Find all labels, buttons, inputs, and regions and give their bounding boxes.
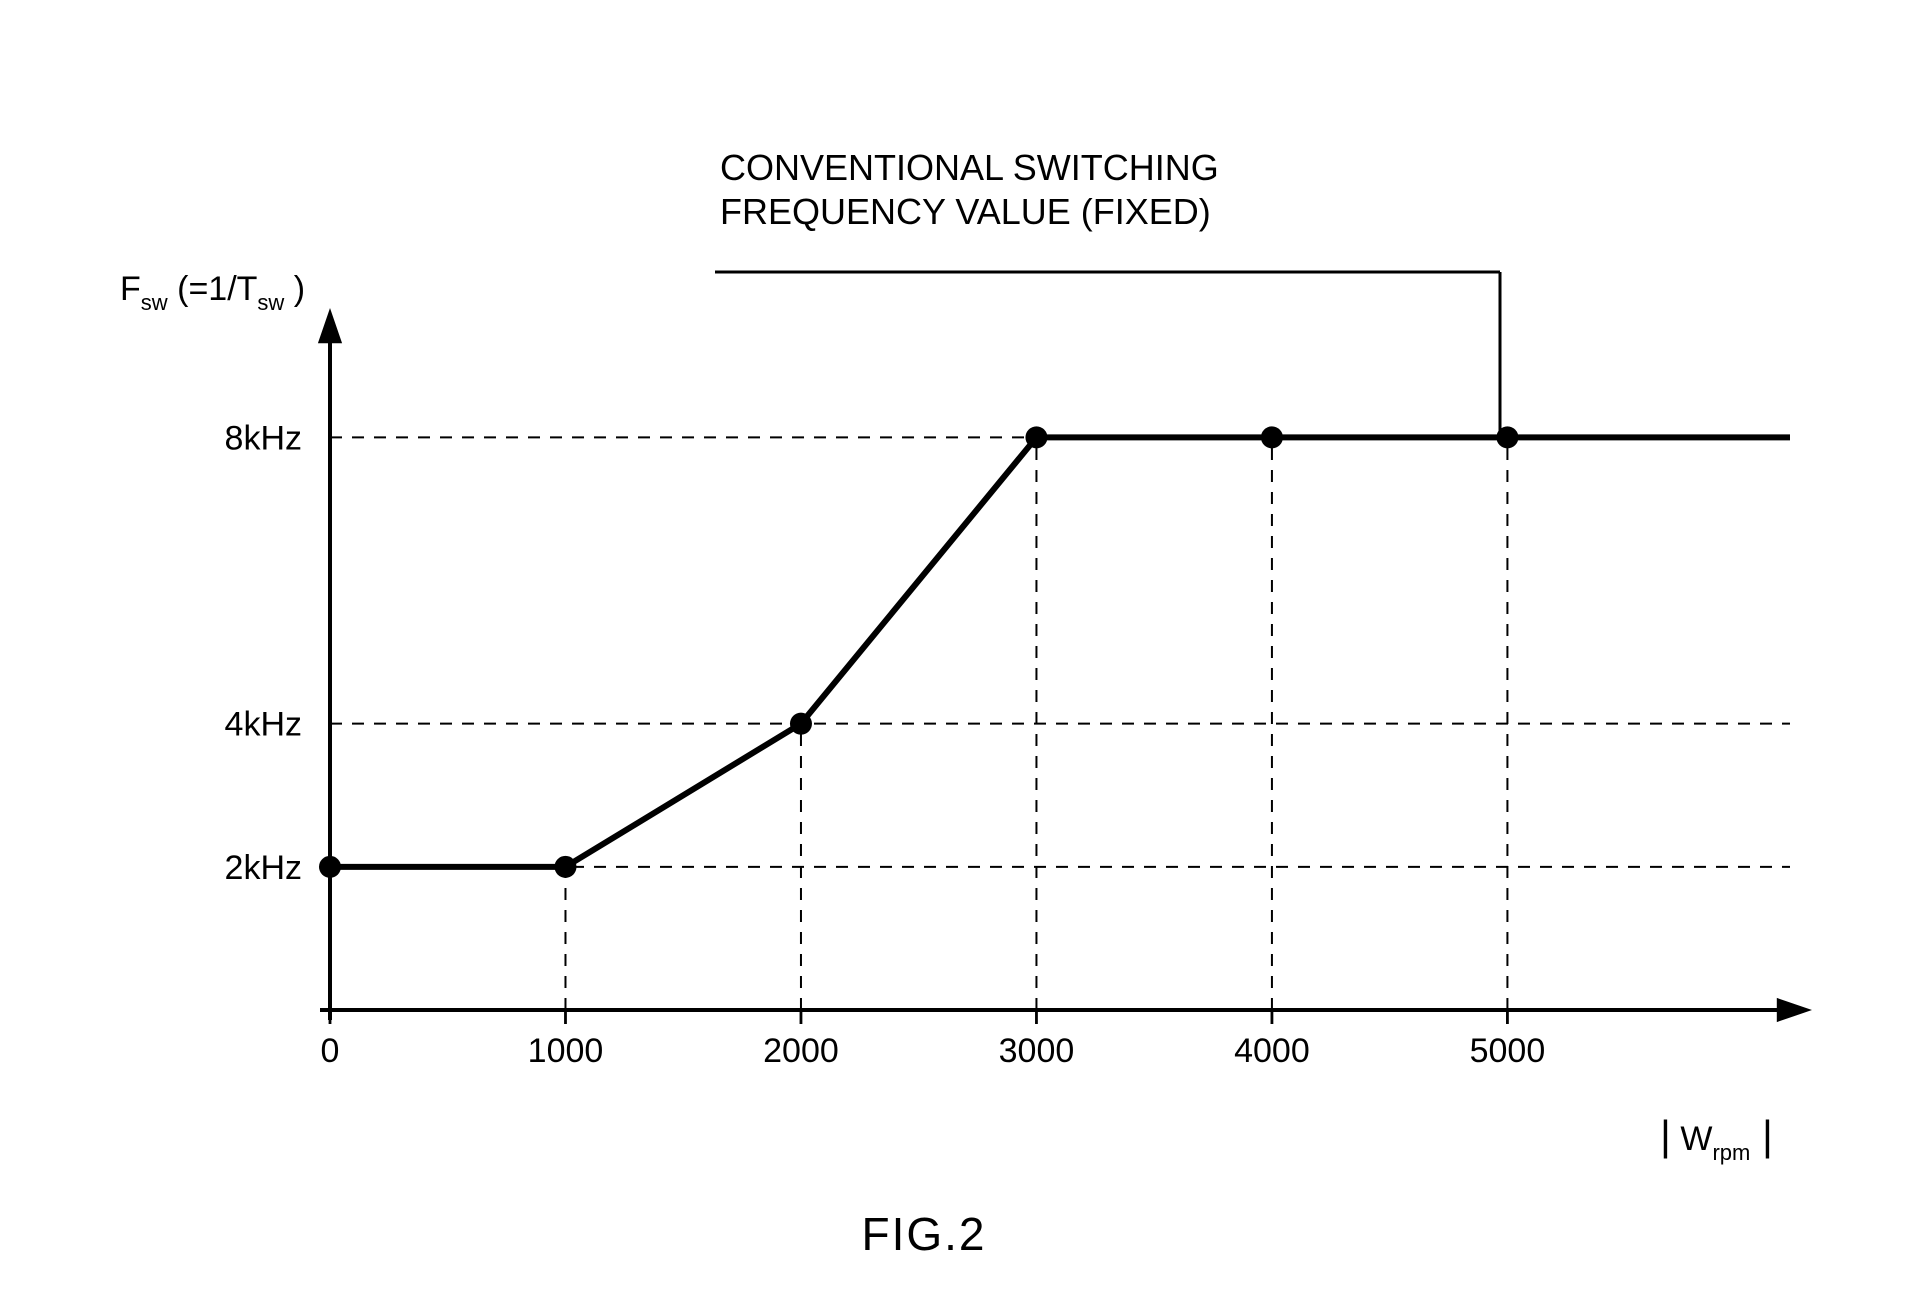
x-tick-label: 4000	[1234, 1032, 1310, 1070]
y-tick-label: 4kHz	[225, 706, 302, 744]
y-tick-label: 2kHz	[225, 849, 302, 887]
x-tick-label: 0	[321, 1032, 340, 1070]
data-point	[790, 713, 812, 735]
data-point	[319, 856, 341, 878]
annotation-text: FREQUENCY VALUE (FIXED)	[720, 191, 1211, 232]
x-tick-label: 2000	[763, 1032, 839, 1070]
data-point	[554, 856, 576, 878]
figure-caption: FIG.2	[861, 1208, 986, 1260]
y-tick-label: 8kHz	[225, 419, 302, 457]
annotation-text: CONVENTIONAL SWITCHING	[720, 147, 1219, 188]
data-point	[1261, 426, 1283, 448]
x-tick-label: 1000	[528, 1032, 604, 1070]
x-tick-label: 3000	[999, 1032, 1075, 1070]
data-point	[1025, 426, 1047, 448]
x-tick-label: 5000	[1470, 1032, 1546, 1070]
switching-frequency-chart: 0100020003000400050002kHz4kHz8kHzFsw (=1…	[0, 0, 1928, 1313]
